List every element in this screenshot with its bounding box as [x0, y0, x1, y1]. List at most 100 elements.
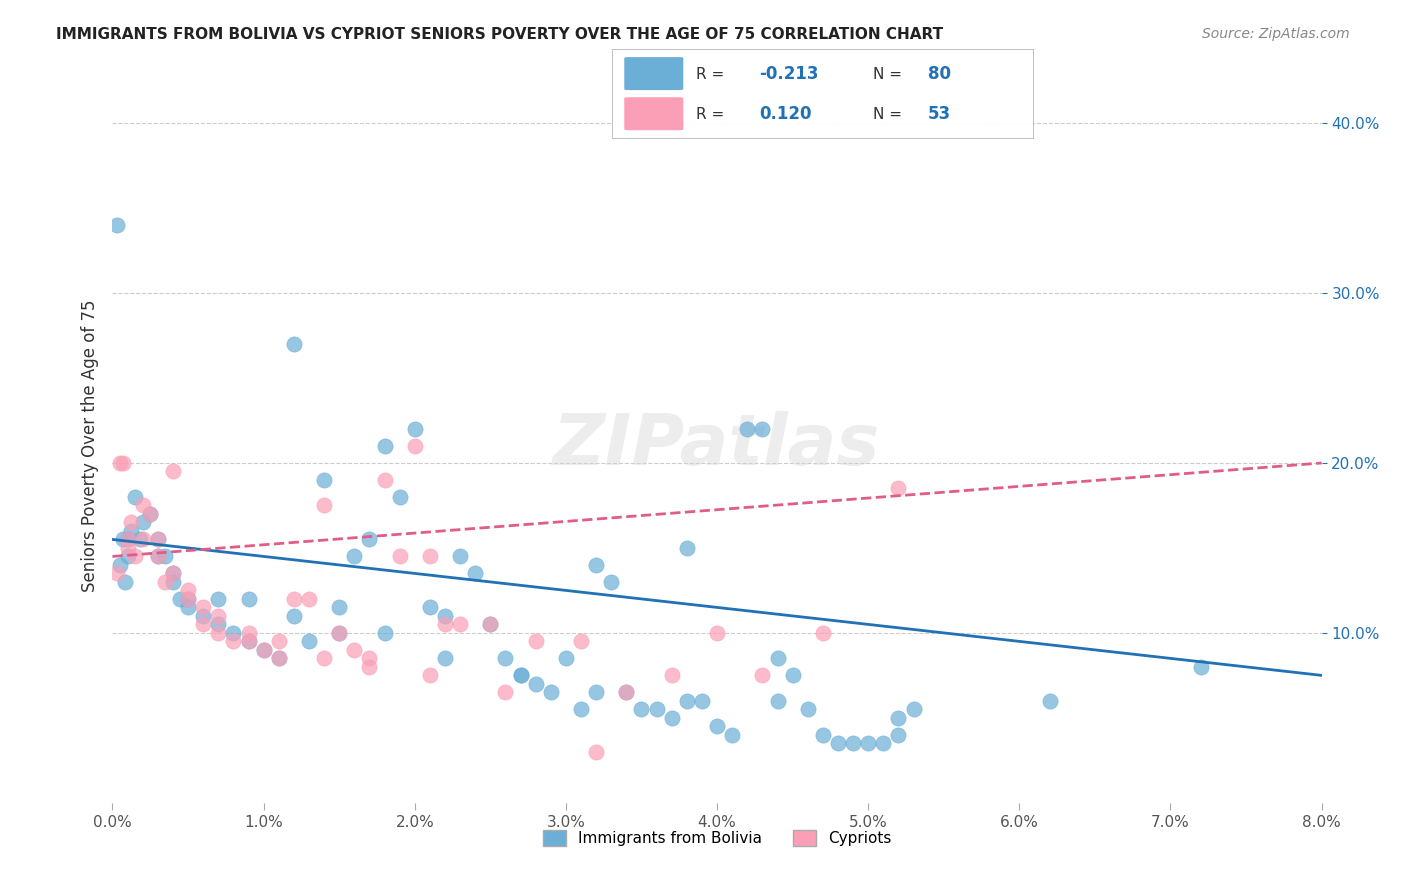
Point	[267, 634, 290, 648]
Point	[706, 719, 728, 733]
Point	[419, 668, 441, 682]
Point	[388, 490, 411, 504]
Point	[124, 490, 146, 504]
Text: IMMIGRANTS FROM BOLIVIA VS CYPRIOT SENIORS POVERTY OVER THE AGE OF 75 CORRELATIO: IMMIGRANTS FROM BOLIVIA VS CYPRIOT SENIO…	[56, 27, 943, 42]
Point	[112, 533, 135, 547]
Point	[509, 668, 531, 682]
Point	[433, 617, 456, 632]
Point	[105, 566, 128, 581]
Point	[177, 591, 200, 606]
FancyBboxPatch shape	[624, 57, 683, 90]
Point	[796, 702, 818, 716]
Point	[162, 566, 184, 581]
Text: -0.213: -0.213	[759, 65, 818, 83]
Point	[267, 651, 290, 665]
Point	[222, 626, 245, 640]
Point	[117, 533, 139, 547]
Point	[283, 591, 305, 606]
Point	[238, 591, 260, 606]
Point	[887, 482, 910, 496]
Point	[253, 643, 276, 657]
Point	[105, 218, 128, 232]
Point	[464, 566, 486, 581]
Point	[139, 507, 162, 521]
Point	[585, 685, 607, 699]
Point	[114, 574, 136, 589]
Point	[132, 516, 155, 530]
Point	[222, 634, 245, 648]
Point	[238, 634, 260, 648]
Point	[191, 608, 215, 623]
Point	[842, 736, 865, 750]
Point	[283, 608, 305, 623]
Point	[433, 651, 456, 665]
Point	[495, 651, 517, 665]
Point	[782, 668, 804, 682]
Text: 0.120: 0.120	[759, 105, 811, 123]
Point	[856, 736, 880, 750]
Point	[554, 651, 576, 665]
Point	[162, 574, 184, 589]
Point	[207, 617, 229, 632]
Point	[312, 651, 335, 665]
Text: R =: R =	[696, 67, 730, 81]
Point	[585, 745, 607, 759]
Point	[177, 591, 200, 606]
Y-axis label: Seniors Poverty Over the Age of 75: Seniors Poverty Over the Age of 75	[80, 300, 98, 592]
Point	[449, 617, 471, 632]
Point	[751, 422, 773, 436]
Text: R =: R =	[696, 107, 734, 121]
Point	[283, 337, 305, 351]
Point	[373, 473, 396, 487]
Point	[120, 524, 142, 538]
Point	[373, 626, 396, 640]
Point	[253, 643, 276, 657]
Point	[827, 736, 849, 750]
Point	[238, 634, 260, 648]
Text: N =: N =	[873, 67, 907, 81]
Point	[495, 685, 517, 699]
Point	[766, 651, 789, 665]
Text: N =: N =	[873, 107, 907, 121]
Point	[177, 583, 200, 598]
Point	[645, 702, 668, 716]
Point	[120, 516, 142, 530]
Point	[207, 608, 229, 623]
Point	[139, 507, 162, 521]
Point	[112, 456, 135, 470]
Point	[359, 533, 381, 547]
Point	[404, 439, 426, 453]
Point	[207, 591, 229, 606]
Point	[162, 566, 184, 581]
Point	[128, 533, 150, 547]
Point	[146, 549, 169, 564]
Point	[162, 465, 184, 479]
Point	[117, 541, 139, 555]
Point	[585, 558, 607, 572]
Point	[117, 549, 139, 564]
Point	[312, 499, 335, 513]
Point	[238, 626, 260, 640]
Text: 53: 53	[928, 105, 950, 123]
Point	[117, 533, 139, 547]
Point	[328, 626, 350, 640]
Point	[343, 643, 366, 657]
Text: 80: 80	[928, 65, 950, 83]
Point	[298, 634, 321, 648]
Point	[146, 549, 169, 564]
Point	[388, 549, 411, 564]
Point	[419, 549, 441, 564]
Point	[766, 694, 789, 708]
Text: ZIPatlas: ZIPatlas	[554, 411, 880, 481]
Point	[373, 439, 396, 453]
Point	[312, 473, 335, 487]
Point	[509, 668, 531, 682]
Point	[146, 533, 169, 547]
Point	[343, 549, 366, 564]
Point	[328, 600, 350, 615]
Point	[811, 728, 834, 742]
Point	[903, 702, 925, 716]
Point	[207, 626, 229, 640]
Point	[359, 651, 381, 665]
Point	[155, 549, 177, 564]
